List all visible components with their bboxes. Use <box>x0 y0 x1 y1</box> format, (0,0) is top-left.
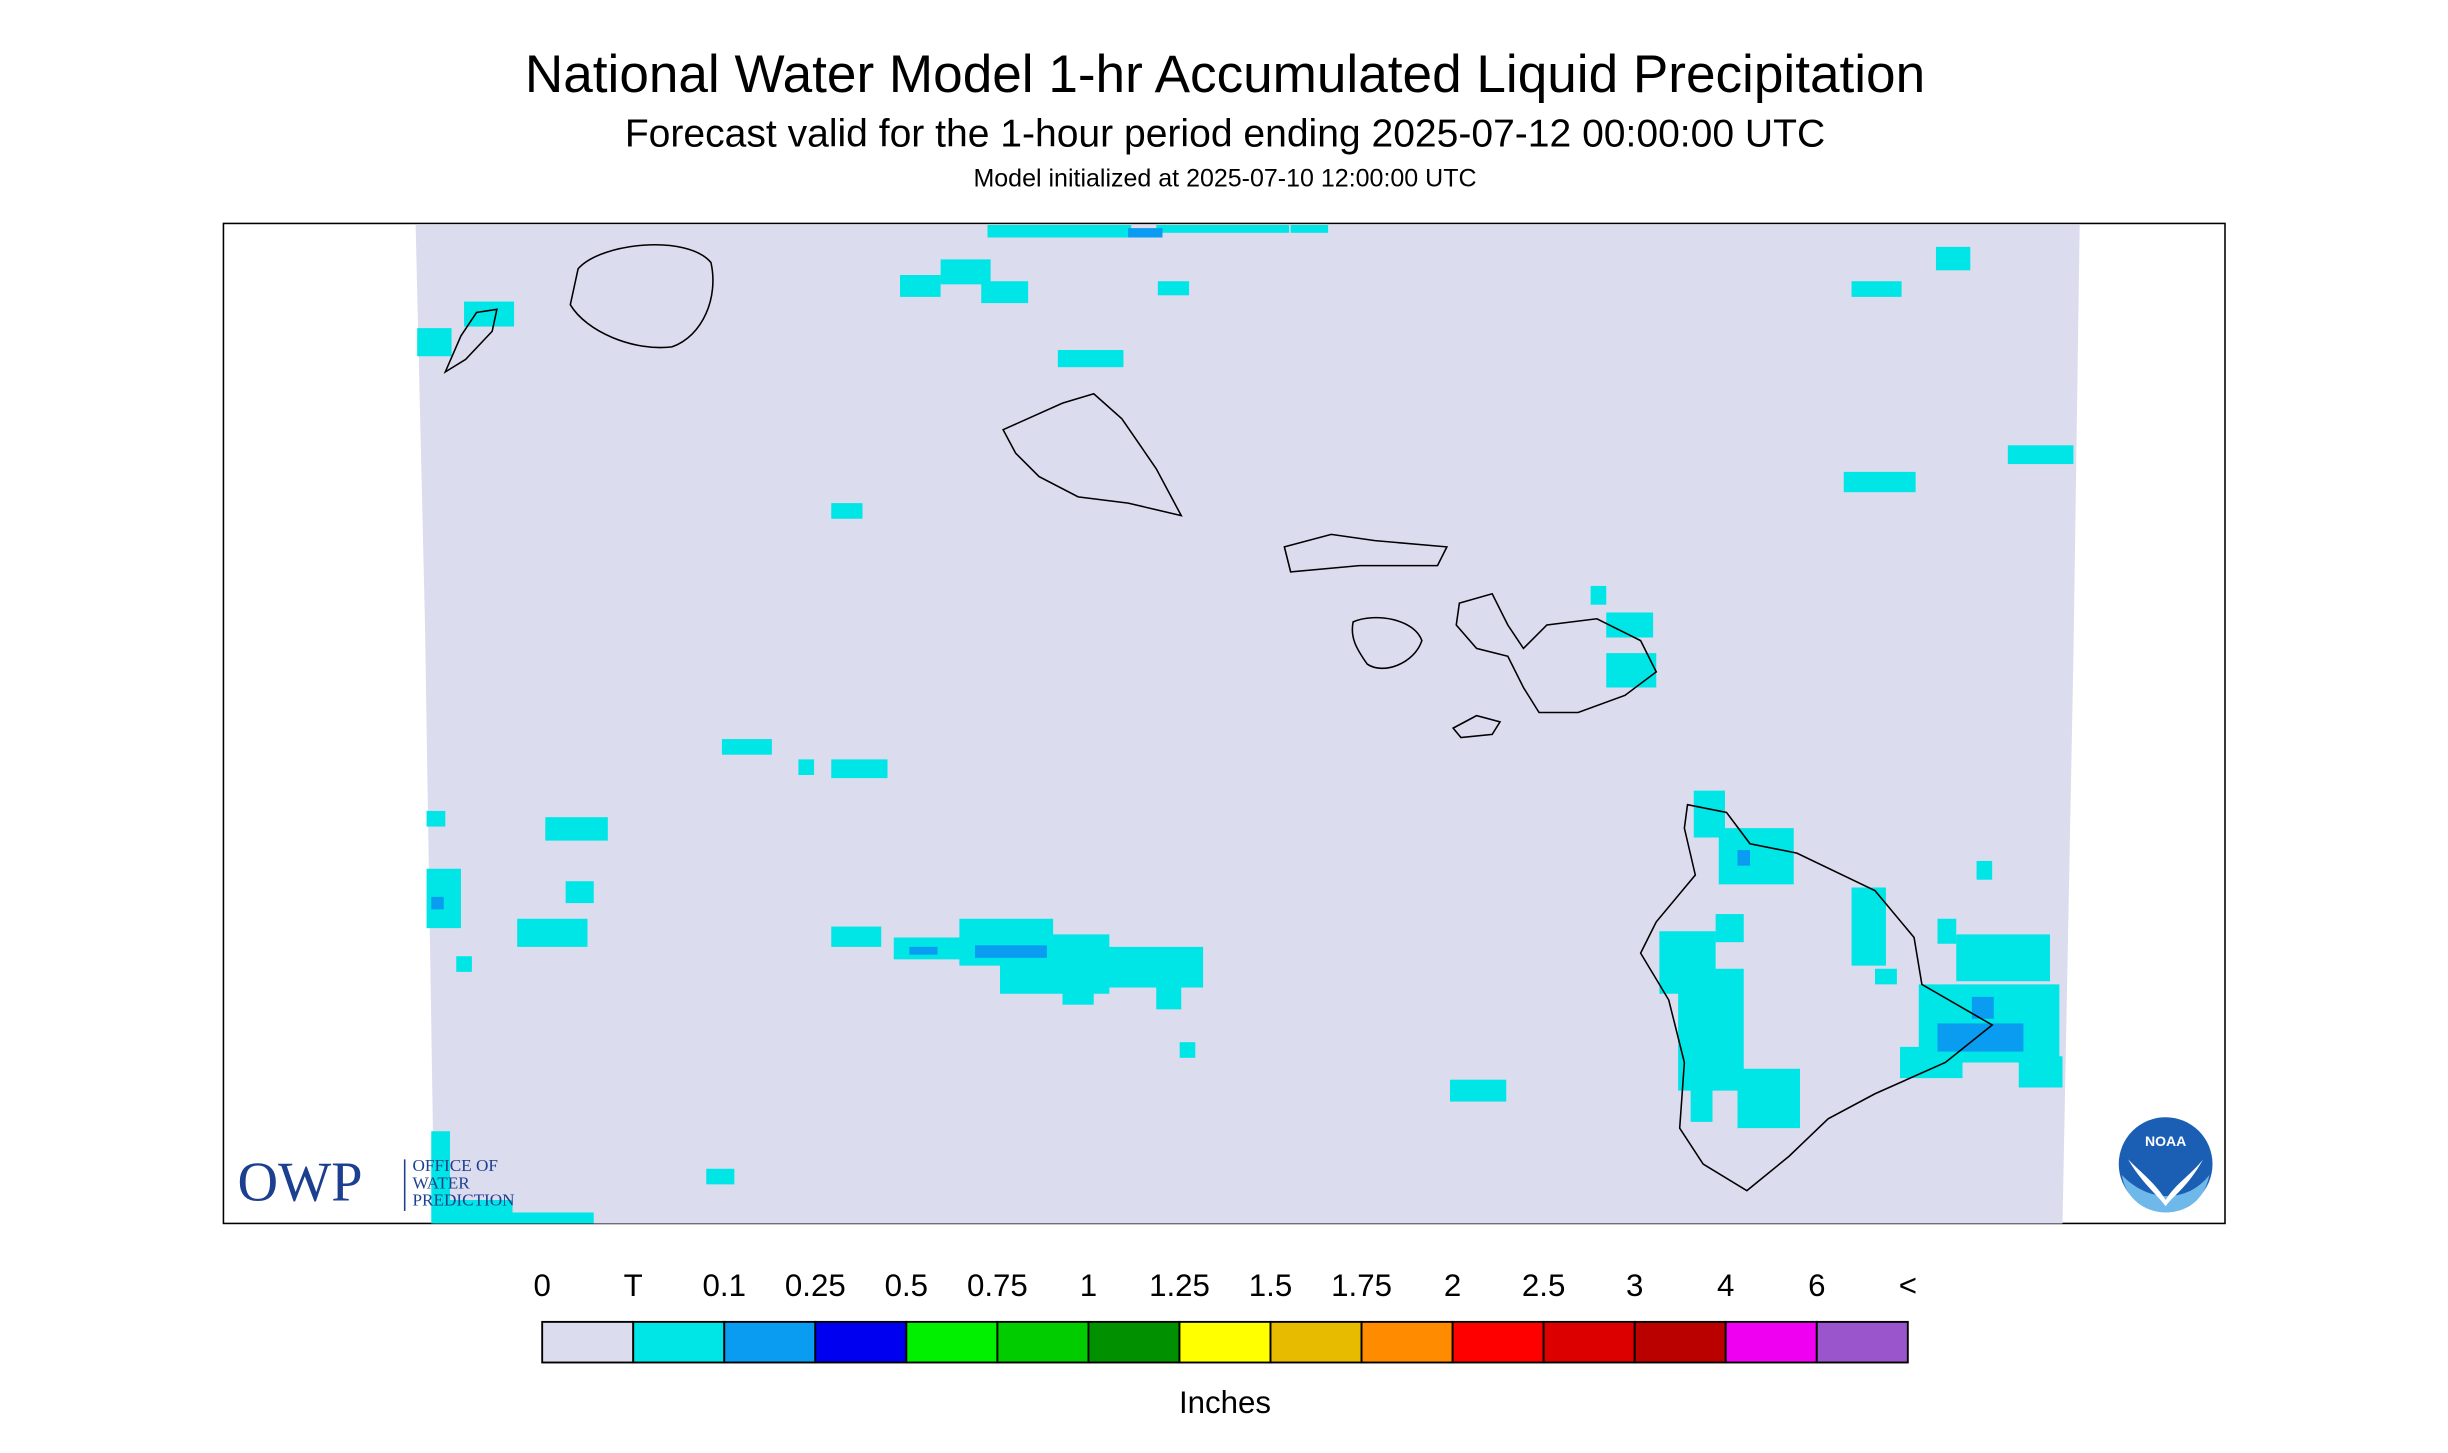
legend-label: 3 <box>1626 1268 1643 1303</box>
owp-logo-line: PREDICTION <box>413 1191 515 1210</box>
owp-logo-text: OWP <box>238 1151 363 1213</box>
legend-label: 1.5 <box>1249 1268 1292 1303</box>
legend-label: 2.5 <box>1522 1268 1565 1303</box>
legend-label: 0 <box>533 1268 550 1303</box>
legend-swatch <box>905 1320 999 1364</box>
legend-label: 1 <box>1080 1268 1097 1303</box>
legend-label: 0.1 <box>703 1268 746 1303</box>
legend-swatch <box>1815 1320 1909 1364</box>
init-note: Model initialized at 2025-07-10 12:00:00… <box>973 164 1476 192</box>
legend-label: 1.75 <box>1331 1268 1392 1303</box>
title: National Water Model 1-hr Accumulated Li… <box>525 45 1925 104</box>
legend-swatch <box>1451 1320 1545 1364</box>
noaa-logo-text: NOAA <box>2145 1133 2186 1149</box>
legend-swatch <box>1633 1320 1727 1364</box>
coastlines <box>443 244 1994 1192</box>
legend-swatch <box>996 1320 1090 1364</box>
owp-logo: OWP OFFICE OF WATER PREDICTION <box>238 1151 515 1213</box>
legend-swatch <box>1269 1320 1363 1364</box>
legend-swatch <box>1178 1320 1272 1364</box>
legend-label: < <box>1899 1268 1917 1303</box>
data-domain <box>415 225 2080 1224</box>
legend-label: 0.5 <box>885 1268 928 1303</box>
legend-label: 2 <box>1444 1268 1461 1303</box>
legend-label: 0.25 <box>785 1268 846 1303</box>
subtitle: Forecast valid for the 1-hour period end… <box>625 112 1825 155</box>
legend-swatch <box>723 1320 817 1364</box>
legend-swatch <box>632 1320 726 1364</box>
precip-heavier <box>431 228 2024 1052</box>
legend-swatch <box>541 1320 635 1364</box>
legend-swatch <box>1360 1320 1454 1364</box>
legend: 0 T 0.1 0.25 0.5 0.75 1 1.25 1.5 1.75 2 2.5 3 4 6 < <box>533 1268 1917 1364</box>
legend-units: Inches <box>1179 1385 1271 1420</box>
legend-swatch <box>1087 1320 1181 1364</box>
legend-swatch <box>1724 1320 1818 1364</box>
legend-label: 6 <box>1808 1268 1825 1303</box>
noaa-logo: NOAA <box>2118 1117 2213 1213</box>
owp-logo-line: OFFICE OF <box>413 1156 498 1175</box>
legend-swatch <box>1542 1320 1636 1364</box>
owp-logo-line: WATER <box>413 1173 471 1192</box>
legend-label: 0.75 <box>967 1268 1028 1303</box>
legend-label: 1.25 <box>1149 1268 1210 1303</box>
legend-label: 4 <box>1717 1268 1734 1303</box>
legend-swatch <box>814 1320 908 1364</box>
legend-label: T <box>624 1268 643 1303</box>
